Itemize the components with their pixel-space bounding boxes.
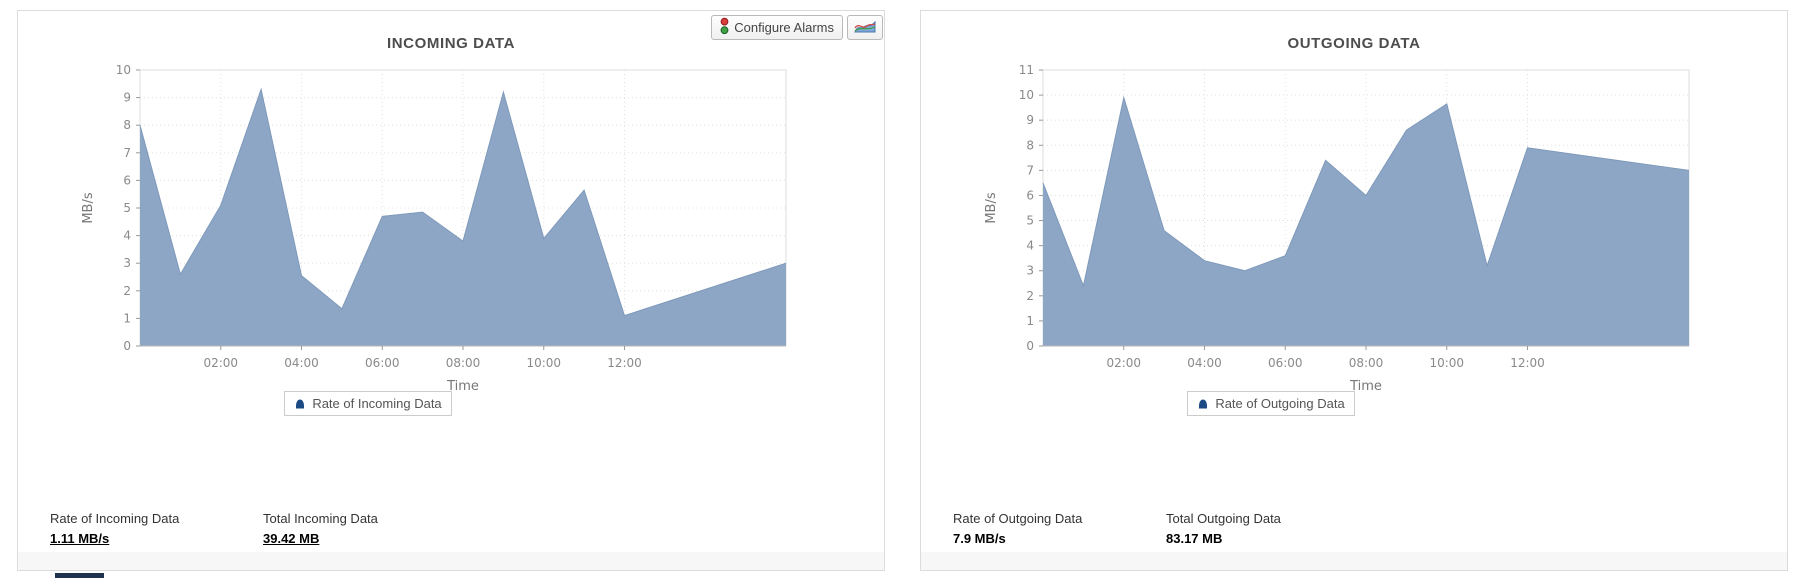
legend-outgoing: Rate of Outgoing Data: [1187, 391, 1355, 416]
svg-text:06:00: 06:00: [1268, 356, 1303, 370]
svg-text:12:00: 12:00: [607, 356, 642, 370]
svg-text:02:00: 02:00: [203, 356, 238, 370]
stats-row-outgoing: Rate of Outgoing Data 7.9 MB/s Total Out…: [953, 511, 1379, 546]
panel-toolbar: Configure Alarms: [711, 15, 883, 40]
svg-text:Time: Time: [446, 379, 479, 394]
panel-footer: [18, 552, 884, 570]
svg-text:MB/s: MB/s: [984, 192, 999, 224]
chart-type-button[interactable]: [847, 15, 883, 40]
stat-total-outgoing: Total Outgoing Data 83.17 MB: [1166, 511, 1379, 546]
svg-text:4: 4: [123, 229, 131, 243]
area-series-marker-icon: [296, 399, 305, 408]
svg-text:0: 0: [1026, 339, 1034, 353]
incoming-area-chart: 0 1 2 3 4 5 6 7 8 9 10 02:00 04:00 06:00 08:00 10:00 12:…: [18, 55, 886, 395]
svg-text:0: 0: [123, 339, 131, 353]
svg-text:1: 1: [123, 311, 131, 325]
svg-text:4: 4: [1026, 239, 1034, 253]
legend-row: Rate of Outgoing Data: [921, 391, 1621, 416]
svg-text:Time: Time: [1349, 379, 1382, 394]
svg-text:9: 9: [123, 91, 131, 105]
svg-text:8: 8: [123, 118, 131, 132]
svg-text:3: 3: [1026, 264, 1034, 278]
legend-label: Rate of Outgoing Data: [1215, 396, 1345, 411]
svg-text:04:00: 04:00: [1187, 356, 1222, 370]
stat-rate-incoming: Rate of Incoming Data 1.11 MB/s: [50, 511, 263, 546]
stat-value: 7.9 MB/s: [953, 531, 1006, 546]
stat-label: Total Outgoing Data: [1166, 511, 1281, 526]
chart-title-incoming: INCOMING DATA: [386, 35, 516, 52]
stat-label: Rate of Outgoing Data: [953, 511, 1083, 526]
svg-text:5: 5: [123, 201, 131, 215]
stat-value-link[interactable]: 1.11 MB/s: [50, 531, 110, 546]
svg-text:10: 10: [116, 63, 131, 77]
stats-row-incoming: Rate of Incoming Data 1.11 MB/s Total In…: [50, 511, 476, 546]
legend-row: Rate of Incoming Data: [18, 391, 718, 416]
outgoing-data-panel: OUTGOING DATA 0 1 2 3 4 5 6 7 8 9 10 11 02:00 04:00 06…: [920, 10, 1788, 571]
svg-text:04:00: 04:00: [284, 356, 319, 370]
legend-incoming: Rate of Incoming Data: [284, 391, 452, 416]
svg-text:6: 6: [123, 173, 131, 187]
svg-text:10: 10: [1019, 88, 1034, 102]
traffic-light-icon: [720, 17, 729, 38]
svg-text:8: 8: [1026, 138, 1034, 152]
svg-text:06:00: 06:00: [365, 356, 400, 370]
svg-text:08:00: 08:00: [446, 356, 481, 370]
area-chart-icon: [854, 19, 876, 37]
panel-footer: [921, 552, 1787, 570]
svg-text:7: 7: [123, 146, 131, 160]
chart-title-outgoing: OUTGOING DATA: [1287, 35, 1421, 52]
svg-text:2: 2: [1026, 289, 1034, 303]
svg-text:9: 9: [1026, 113, 1034, 127]
configure-alarms-label: Configure Alarms: [734, 20, 834, 35]
svg-text:10:00: 10:00: [1429, 356, 1464, 370]
svg-text:3: 3: [123, 256, 131, 270]
svg-text:1: 1: [1026, 314, 1034, 328]
svg-text:5: 5: [1026, 214, 1034, 228]
svg-text:02:00: 02:00: [1106, 356, 1141, 370]
clipped-bottom-element: [55, 573, 104, 578]
legend-label: Rate of Incoming Data: [312, 396, 442, 411]
svg-text:7: 7: [1026, 163, 1034, 177]
svg-text:10:00: 10:00: [526, 356, 561, 370]
svg-text:MB/s: MB/s: [81, 192, 96, 224]
configure-alarms-button[interactable]: Configure Alarms: [711, 15, 843, 40]
stat-value: 83.17 MB: [1166, 531, 1223, 546]
area-series-marker-icon: [1199, 399, 1208, 408]
stat-rate-outgoing: Rate of Outgoing Data 7.9 MB/s: [953, 511, 1166, 546]
stat-total-incoming: Total Incoming Data 39.42 MB: [263, 511, 476, 546]
stat-label: Rate of Incoming Data: [50, 511, 180, 526]
svg-text:12:00: 12:00: [1510, 356, 1545, 370]
svg-text:2: 2: [123, 284, 131, 298]
outgoing-area-chart: 0 1 2 3 4 5 6 7 8 9 10 11 02:00 04:00 06:00 08:00 10:00 1…: [921, 55, 1789, 395]
stat-value-link[interactable]: 39.42 MB: [263, 531, 320, 546]
svg-text:6: 6: [1026, 188, 1034, 202]
svg-text:08:00: 08:00: [1349, 356, 1384, 370]
incoming-data-panel: Configure Alarms INCOMING DATA 0 1 2 3 4 5 6 7 8…: [17, 10, 885, 571]
stat-label: Total Incoming Data: [263, 511, 378, 526]
svg-text:11: 11: [1019, 63, 1034, 77]
